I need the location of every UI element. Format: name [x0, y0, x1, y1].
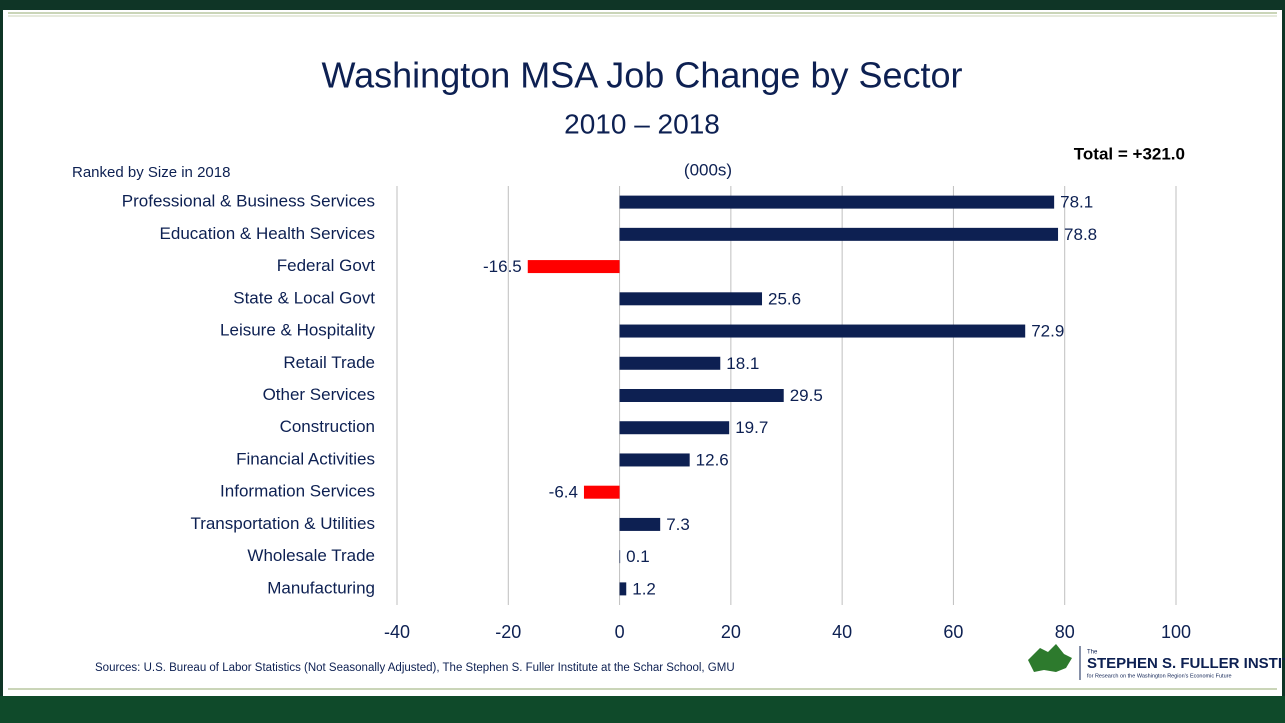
value-label: 12.6: [696, 450, 729, 469]
x-tick-label: -20: [495, 622, 521, 642]
bar: [619, 582, 627, 596]
x-tick-label: 60: [943, 622, 963, 642]
right-border: [1282, 0, 1285, 723]
bar: [619, 550, 621, 564]
value-label: 19.7: [735, 418, 768, 437]
y-tick-label: Leisure & Hospitality: [220, 321, 375, 340]
logo: The STEPHEN S. FULLER INSTITUTE for Rese…: [1028, 644, 1285, 680]
x-tick-label: 0: [615, 622, 625, 642]
value-label: 25.6: [768, 289, 801, 308]
bottom-band: [0, 696, 1285, 723]
bar: [527, 260, 620, 274]
value-label: 78.8: [1064, 225, 1097, 244]
value-label: 1.2: [632, 579, 656, 598]
chart-title: Washington MSA Job Change by Sector: [321, 55, 962, 96]
bar: [619, 356, 721, 370]
y-tick-label: Wholesale Trade: [247, 546, 375, 565]
source-note: Sources: U.S. Bureau of Labor Statistics…: [95, 662, 735, 674]
bar: [619, 227, 1059, 241]
y-tick-label: Retail Trade: [283, 353, 375, 372]
chart-subtitle: 2010 – 2018: [564, 108, 720, 139]
y-tick-label: Other Services: [263, 385, 375, 404]
x-tick-label: 40: [832, 622, 852, 642]
value-label: -16.5: [483, 257, 522, 276]
y-tick-label: Manufacturing: [267, 578, 375, 597]
bar: [619, 453, 690, 467]
x-tick-label: -40: [384, 622, 410, 642]
y-tick-label: Transportation & Utilities: [190, 514, 375, 533]
y-tick-label: Federal Govt: [277, 256, 376, 275]
y-tick-label: Professional & Business Services: [122, 192, 375, 211]
logo-tagline: for Research on the Washington Region's …: [1087, 673, 1232, 679]
value-label: 0.1: [626, 547, 650, 566]
total-label: Total = +321.0: [1074, 144, 1185, 163]
bar: [583, 485, 620, 499]
y-tick-label: Information Services: [220, 482, 375, 501]
x-tick-label: 100: [1161, 622, 1191, 642]
bar: [619, 324, 1026, 338]
x-tick-label: 20: [721, 622, 741, 642]
bar: [619, 195, 1055, 209]
value-label: -6.4: [549, 483, 578, 502]
left-border: [0, 0, 3, 723]
value-label: 18.1: [726, 354, 759, 373]
y-tick-label: Education & Health Services: [160, 224, 375, 243]
logo-name: STEPHEN S. FULLER INSTITUTE: [1087, 655, 1285, 672]
y-tick-label: Construction: [280, 417, 375, 436]
logo-prefix: The: [1087, 650, 1098, 656]
logo-icon: [1028, 644, 1072, 672]
top-band: [0, 0, 1285, 10]
bar: [619, 292, 763, 306]
value-label: 29.5: [790, 386, 823, 405]
value-label: 78.1: [1060, 193, 1093, 212]
ranking-note: Ranked by Size in 2018: [72, 164, 230, 181]
bar: [619, 421, 730, 435]
y-tick-label: State & Local Govt: [233, 288, 375, 307]
y-tick-label: Financial Activities: [236, 449, 375, 468]
bar: [619, 389, 784, 402]
x-tick-label: 80: [1055, 622, 1075, 642]
unit-label: (000s): [684, 160, 732, 179]
bar: [619, 517, 661, 531]
value-label: 7.3: [666, 515, 690, 534]
value-label: 72.9: [1031, 322, 1064, 341]
